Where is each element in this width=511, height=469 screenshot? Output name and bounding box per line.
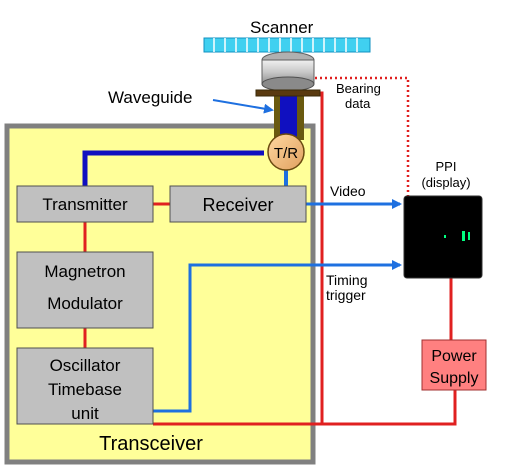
bearing-data-label: data [345, 96, 371, 111]
waveguide-core [280, 96, 297, 140]
tr-label: T/R [274, 145, 298, 162]
video-label: Video [330, 183, 366, 199]
waveguide-label: Waveguide [108, 88, 192, 107]
modulator-label: Modulator [47, 294, 123, 313]
bearing-data-line [315, 76, 410, 196]
magnetron-modulator-box [16, 251, 154, 329]
timing-trigger-arrow [153, 260, 402, 413]
waveguide-to-transmitter [82, 150, 264, 186]
bearing-label: Bearing [336, 81, 381, 96]
trigger-label: trigger [326, 287, 366, 303]
timing-label: Timing [326, 272, 368, 288]
scanner-pedestal [255, 51, 321, 97]
power-supply-box [421, 339, 487, 391]
supply-label: Supply [430, 370, 479, 387]
tr-switch [267, 133, 305, 171]
transmitter-label: Transmitter [42, 195, 128, 214]
receiver-label: Receiver [202, 195, 273, 215]
ppi-echo [444, 231, 470, 241]
magnetron-label: Magnetron [44, 262, 125, 281]
transceiver-label: Transceiver [99, 433, 203, 455]
oscillator-timebase-box [16, 347, 154, 425]
receiver-box [169, 185, 307, 223]
unit-label: unit [71, 404, 99, 423]
waveguide-pointer [212, 99, 274, 114]
timebase-label: Timebase [48, 380, 122, 399]
ppi-label: PPI [436, 159, 457, 174]
scanner-label: Scanner [250, 18, 314, 37]
transmitter-box [16, 185, 154, 223]
oscillator-label: Oscillator [50, 356, 121, 375]
scanner-antenna [203, 37, 371, 53]
ppi-display-label: (display) [421, 175, 470, 190]
ppi-display [403, 195, 483, 279]
power-label: Power [431, 348, 477, 365]
